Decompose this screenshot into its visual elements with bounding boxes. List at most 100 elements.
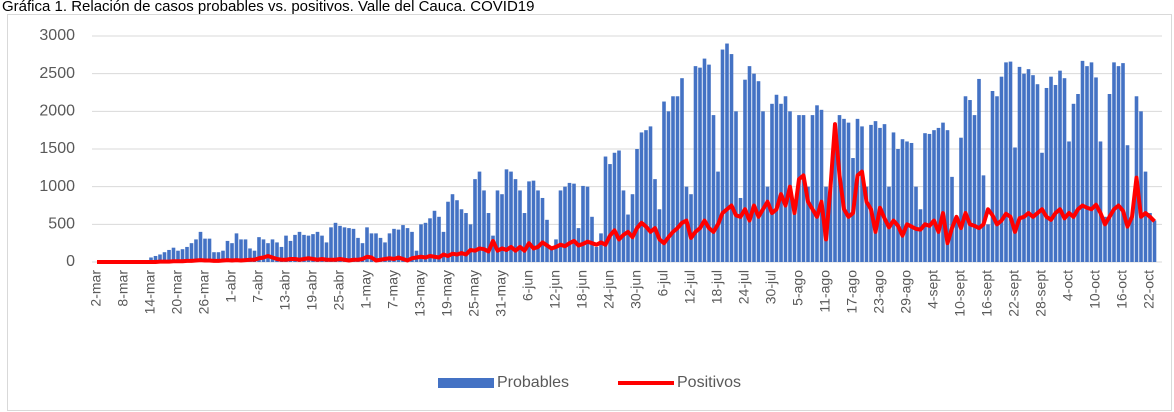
bar <box>504 169 509 262</box>
bar <box>360 243 365 262</box>
x-tick-label: 1-abr <box>223 270 239 303</box>
x-tick-label: 8-mar <box>115 270 131 307</box>
bar <box>378 237 383 262</box>
bar <box>959 137 963 262</box>
bar <box>900 139 905 262</box>
x-tick-label: 2-mar <box>88 270 104 307</box>
bar <box>522 213 527 262</box>
x-tick-label: 13-may <box>412 270 428 317</box>
x-tick-label: 4-oct <box>1060 270 1076 301</box>
bar <box>1044 87 1049 262</box>
bar <box>1008 61 1013 262</box>
bar <box>500 194 504 262</box>
bar <box>540 197 545 262</box>
bar <box>423 222 428 262</box>
x-tick-label: 24-jun <box>601 270 617 309</box>
bar <box>486 213 491 262</box>
bar <box>270 239 275 262</box>
bar <box>180 249 185 262</box>
x-tick-label: 18-jul <box>709 270 725 304</box>
bar <box>167 249 171 262</box>
bar <box>599 233 603 262</box>
bar <box>1017 66 1022 263</box>
x-tick-label: 25-may <box>466 270 482 317</box>
bar <box>612 152 617 262</box>
bar <box>680 78 684 262</box>
bar <box>914 186 918 262</box>
bar <box>1004 62 1008 262</box>
bar <box>567 182 572 262</box>
bar <box>743 79 747 263</box>
bar <box>734 111 738 262</box>
bar <box>347 228 351 262</box>
bar <box>225 240 230 262</box>
bar <box>306 235 311 262</box>
bar <box>617 150 621 262</box>
chart-title: Gráfica 1. Relación de casos probables v… <box>2 0 535 15</box>
bar <box>428 218 432 262</box>
bar <box>873 121 878 262</box>
bar <box>149 257 153 262</box>
bar <box>189 243 194 262</box>
bar <box>549 246 554 262</box>
x-tick-label: 17-ago <box>844 270 860 314</box>
bar <box>563 186 567 262</box>
bar <box>603 156 608 262</box>
x-tick-label: 4-sept <box>925 270 941 309</box>
x-tick-label: 29-ago <box>898 270 914 314</box>
bar <box>608 164 612 262</box>
bar <box>203 238 207 262</box>
bar <box>234 233 239 262</box>
bar <box>675 96 680 263</box>
bar <box>711 115 716 262</box>
bar <box>1067 141 1071 262</box>
x-tick-label: 13-abr <box>277 270 293 311</box>
bar <box>464 213 468 262</box>
bar <box>828 186 833 262</box>
bar <box>252 250 257 262</box>
bar <box>639 132 644 262</box>
bar <box>621 190 626 262</box>
bar <box>1152 220 1157 262</box>
bar <box>342 227 347 262</box>
bar <box>1058 70 1062 262</box>
bar <box>513 179 518 262</box>
bar <box>891 132 896 262</box>
bar <box>725 43 729 263</box>
bar <box>864 186 869 262</box>
bar <box>284 235 288 262</box>
x-tick-label: 12-jun <box>547 270 563 309</box>
bar <box>963 96 968 263</box>
bar <box>972 115 977 262</box>
bar <box>585 186 590 262</box>
bar <box>297 231 302 262</box>
bar <box>626 214 630 262</box>
bar <box>801 115 806 262</box>
bar <box>396 229 401 262</box>
bar <box>833 142 837 262</box>
bar <box>977 78 981 262</box>
bar <box>572 183 576 262</box>
bar <box>491 235 495 262</box>
bar <box>554 239 558 262</box>
bar <box>1094 77 1098 262</box>
bar <box>387 233 392 262</box>
bar <box>1143 171 1148 262</box>
bar <box>882 124 887 262</box>
bar <box>1062 78 1067 262</box>
bar <box>950 176 954 262</box>
bar <box>932 130 936 262</box>
x-tick-label: 30-jul <box>763 270 779 304</box>
bar <box>689 194 693 262</box>
bar <box>1080 60 1085 262</box>
bar <box>153 255 158 262</box>
bar <box>194 239 198 262</box>
bar <box>324 242 329 262</box>
x-tick-label: 22-sept <box>1006 270 1022 317</box>
bar <box>783 96 788 263</box>
bar <box>869 124 873 262</box>
bar <box>968 100 972 263</box>
bar <box>356 237 360 262</box>
bar <box>243 239 248 262</box>
x-tick-label: 6-jul <box>655 270 671 296</box>
